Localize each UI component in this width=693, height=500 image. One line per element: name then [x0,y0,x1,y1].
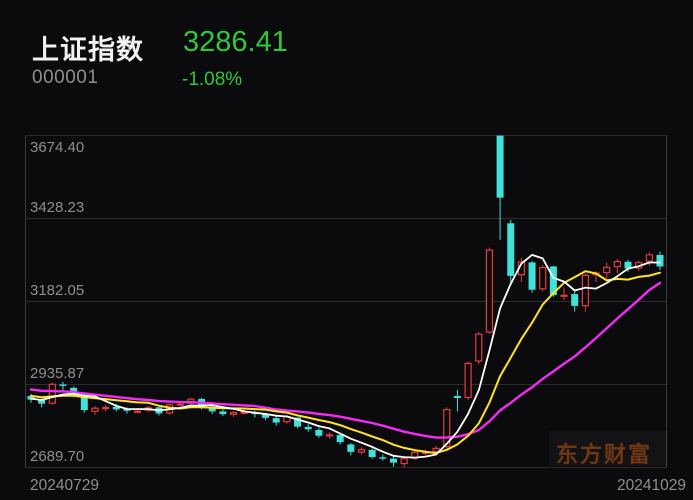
candle-body-down [80,397,88,411]
candle-body-down [624,261,632,269]
candle-body-up [443,408,451,448]
candle-body-up [539,267,547,290]
candle-body-down [262,414,270,418]
candle-body-up [102,406,110,410]
candle-body-up [134,410,142,413]
candle-body-down [389,458,397,463]
candle-body-up [475,333,483,362]
candle-body-down [528,262,536,290]
index-change-pct: -1.08% [182,69,243,90]
candle-body-down [347,444,355,452]
ma10-line [30,270,661,455]
index-name: 上证指数 [32,35,144,65]
candle-body-down [38,399,46,404]
candle-body-down [315,429,323,436]
candle-body-down [368,449,376,457]
candle-body-down [112,406,120,410]
candle-body-down [304,426,312,430]
x-axis-start-date: 20240729 [30,477,99,494]
candle-body-up [432,447,440,452]
candle-body-up [325,434,334,437]
candle-body-down [656,254,664,267]
watermark-brand: 东方财富 [556,442,653,467]
candle-body-down [507,223,515,276]
candle-body-down [59,384,67,386]
candle-body-up [400,458,408,465]
candle-body-down [336,435,344,443]
y-axis-label: 2935.87 [30,365,85,382]
candle-body-down [123,409,131,411]
candle-body-down [549,266,557,296]
candle-body-up [48,383,56,404]
candle-body-down [294,417,302,427]
candle-body-up [464,362,472,399]
candle-body-up [560,294,568,297]
ma20-line [29,281,662,439]
candle-body-down [219,411,227,415]
candle-body-down [453,395,461,398]
candle-body-down [208,408,216,412]
candle-body-up [581,274,589,307]
candle-body-up [176,403,184,406]
candle-body-up [229,412,238,415]
candle-body-up [613,260,621,268]
candle-body-up [357,449,366,453]
candle-body-down [379,457,387,459]
ma5-line [30,253,661,459]
y-axis-label: 3182.05 [30,282,85,299]
index-last-price: 3286.41 [183,26,288,58]
index-code: 000001 [32,67,99,88]
y-axis-label: 3674.40 [30,139,85,156]
candle-body-up [603,266,611,274]
candle-body-up [645,254,653,262]
candle-body-down [496,135,504,198]
candle-body-up [485,249,494,333]
x-axis-end-date: 20241029 [617,477,686,494]
candle-body-up [91,407,99,412]
candle-body-down [571,294,579,306]
y-axis-label: 3428.23 [30,199,85,216]
y-axis-label: 2689.70 [30,448,85,465]
candle-body-down [272,418,280,423]
